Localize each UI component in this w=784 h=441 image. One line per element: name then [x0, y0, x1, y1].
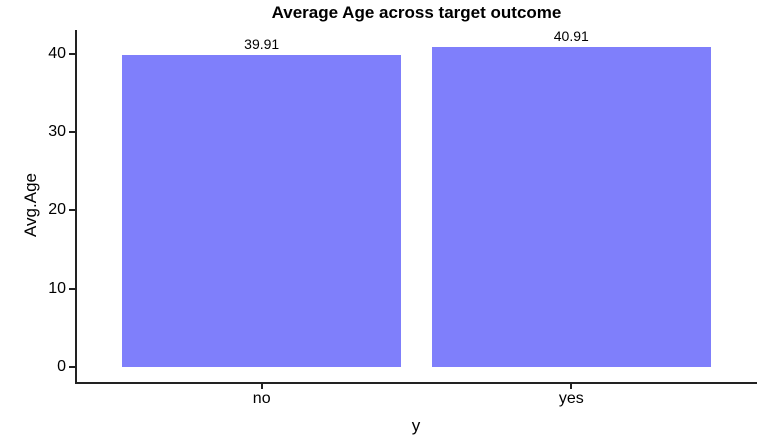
- y-tick-label: 0: [57, 358, 66, 375]
- bar-value-label: 39.91: [244, 35, 280, 52]
- y-tick-label: 30: [48, 123, 66, 141]
- x-axis-line: [75, 382, 757, 384]
- y-tick-mark: [69, 52, 75, 55]
- x-tick-label: yes: [558, 390, 584, 407]
- y-tick-mark: [69, 287, 75, 290]
- y-tick-label: 10: [48, 279, 66, 297]
- bar-yes: [432, 46, 711, 367]
- y-tick-label: 20: [48, 201, 66, 219]
- y-tick-mark: [69, 366, 75, 368]
- bar-value-label: 40.91: [553, 27, 589, 44]
- y-axis-line: [75, 30, 77, 384]
- x-tick-label: no: [252, 390, 271, 407]
- x-axis-label: y: [411, 416, 421, 435]
- y-tick-mark: [69, 131, 75, 134]
- bar-no: [122, 54, 401, 367]
- x-tick-mark: [260, 384, 263, 389]
- y-tick-label: 40: [48, 44, 66, 62]
- chart-title: Average Age across target outcome: [271, 3, 562, 22]
- x-tick-mark: [570, 384, 573, 389]
- y-tick-mark: [69, 209, 75, 212]
